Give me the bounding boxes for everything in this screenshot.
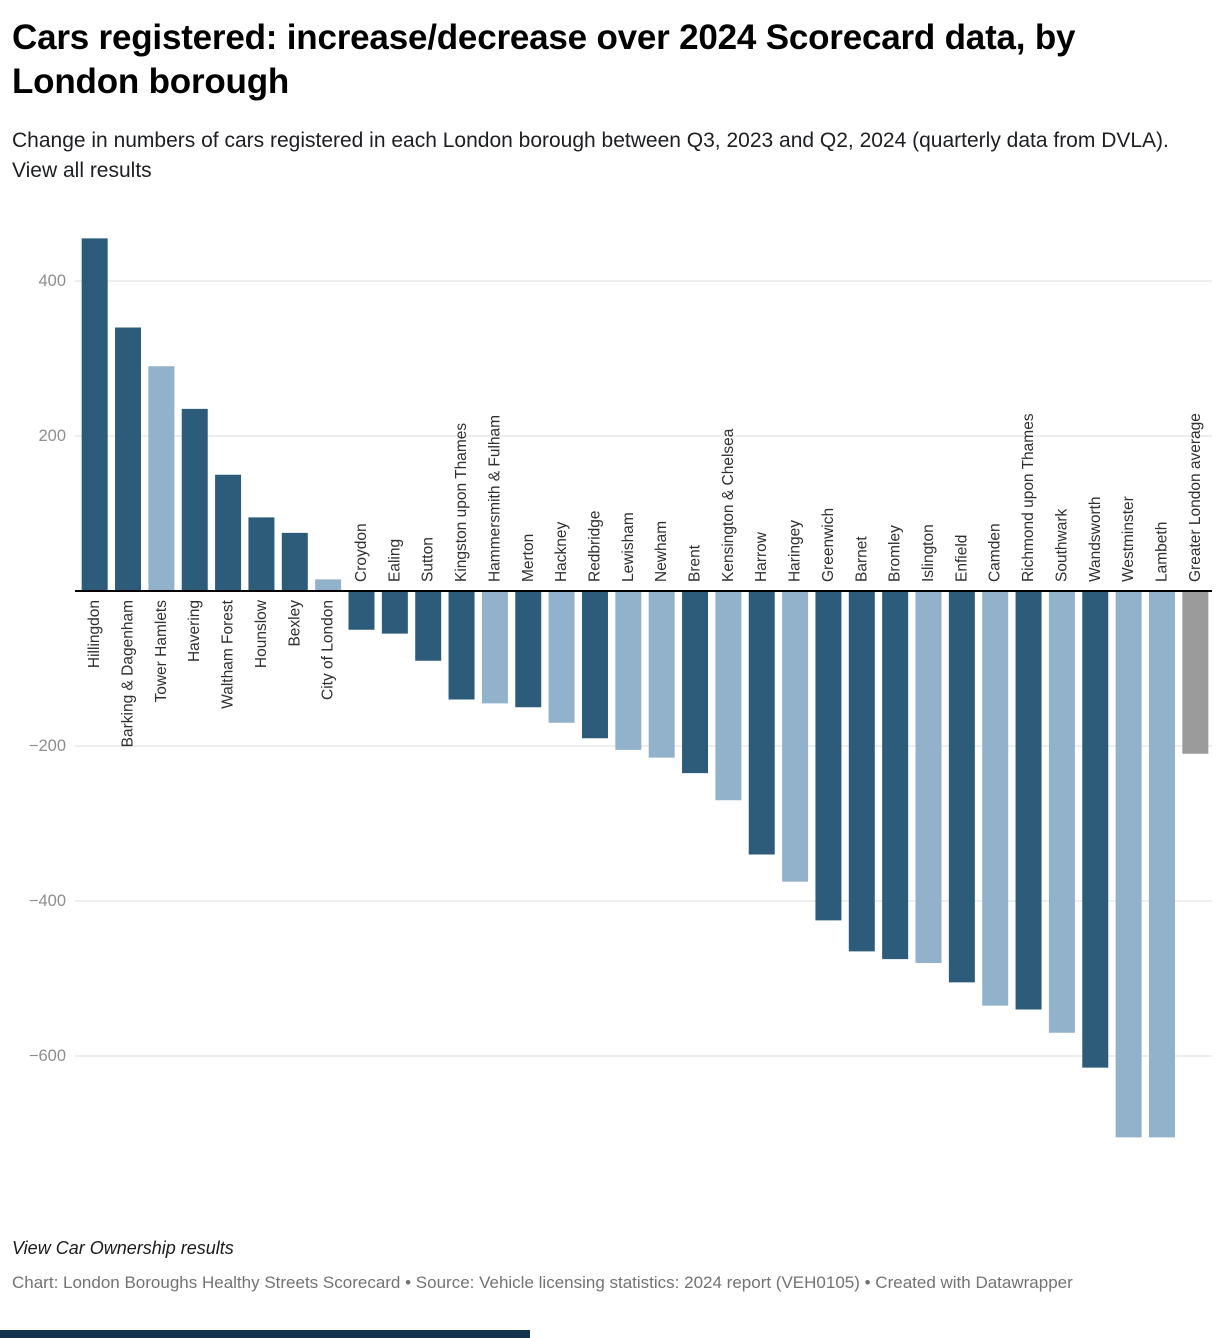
bar-label: Bexley	[286, 600, 303, 647]
bar-label: Brent	[687, 545, 704, 583]
bar-hammersmith-fulham[interactable]	[481, 591, 508, 704]
bar-greater-london-average[interactable]	[1182, 591, 1209, 755]
bar-label: Sutton	[420, 538, 437, 583]
bar-label: Richmond upon Thames	[1020, 414, 1037, 583]
bar-lewisham[interactable]	[615, 591, 642, 751]
y-axis-tick-label: −400	[29, 892, 66, 910]
bar-label: Tower Hamlets	[153, 600, 170, 703]
bar-barnet[interactable]	[848, 591, 875, 952]
y-axis-tick-label: −200	[29, 737, 66, 755]
chart-header: Cars registered: increase/decrease over …	[0, 0, 1220, 186]
bar-label: Wandsworth	[1087, 497, 1104, 583]
bar-label: Haringey	[787, 520, 804, 582]
bar-southwark[interactable]	[1048, 591, 1075, 1034]
bar-label: Hounslow	[253, 600, 270, 669]
bar-label: Greater London average	[1187, 413, 1204, 582]
bar-richmond-upon-thames[interactable]	[1015, 591, 1042, 1010]
bar-hounslow[interactable]	[248, 517, 275, 592]
bar-label: Southwark	[1053, 509, 1070, 582]
bar-label: Harrow	[753, 532, 770, 583]
bar-label: Camden	[987, 524, 1004, 583]
bar-label: Westminster	[1120, 497, 1137, 583]
bar-brent[interactable]	[682, 591, 709, 774]
bar-label: City of London	[320, 600, 337, 700]
bar-label: Merton	[520, 534, 537, 582]
bar-havering[interactable]	[181, 409, 208, 592]
bar-barking-dagenham[interactable]	[115, 327, 142, 592]
bar-enfield[interactable]	[948, 591, 975, 983]
chart-subtitle: Change in numbers of cars registered in …	[12, 126, 1172, 187]
bar-label: Waltham Forest	[220, 600, 237, 710]
bar-chart: 400 200 −200 −400 −600 Hillingdon Barking & Da…	[0, 231, 1220, 1143]
bar-harrow[interactable]	[748, 591, 775, 855]
bar-city-of-london[interactable]	[315, 579, 342, 592]
bar-bexley[interactable]	[281, 533, 308, 592]
bar-waltham-forest[interactable]	[215, 475, 242, 592]
bar-label: Hackney	[553, 522, 570, 583]
bar-kensington-chelsea[interactable]	[715, 591, 742, 801]
bar-label: Hillingdon	[86, 600, 103, 668]
y-axis-tick-label: −600	[29, 1047, 66, 1065]
subtitle-text: Change in numbers of cars registered in …	[12, 128, 1169, 152]
bar-label: Ealing	[386, 539, 403, 582]
bar-camden[interactable]	[982, 591, 1009, 1006]
bar-label: Newham	[653, 521, 670, 582]
chart-footer: View Car Ownership results Chart: London…	[0, 1238, 1220, 1295]
bar-label: Bromley	[887, 525, 904, 582]
y-axis-tick-label: 400	[38, 272, 66, 290]
bar-label: Barking & Dagenham	[120, 600, 137, 747]
chart-byline: Chart: London Boroughs Healthy Streets S…	[12, 1273, 1073, 1292]
bar-kingston-upon-thames[interactable]	[448, 591, 475, 700]
bar-label: Kingston upon Thames	[453, 423, 470, 582]
view-all-results-link[interactable]: View all results	[12, 158, 152, 182]
bar-label: Redbridge	[586, 511, 603, 583]
bar-label: Islington	[920, 525, 937, 583]
bar-label: Lambeth	[1153, 522, 1170, 582]
bar-label: Greenwich	[820, 508, 837, 582]
bar-hillingdon[interactable]	[81, 238, 108, 592]
bar-croydon[interactable]	[348, 591, 375, 631]
bar-islington[interactable]	[915, 591, 942, 964]
bar-wandsworth[interactable]	[1082, 591, 1109, 1068]
bar-haringey[interactable]	[782, 591, 809, 882]
bar-tower-hamlets[interactable]	[148, 366, 175, 592]
bar-label: Barnet	[853, 536, 870, 582]
bar-label: Hammersmith & Fulham	[486, 415, 503, 582]
chart-canvas: 400 200 −200 −400 −600 Hillingdon Barking & Da…	[29, 238, 1212, 1138]
results-link-row: View Car Ownership results	[12, 1238, 1208, 1259]
page-title: Cars registered: increase/decrease over …	[12, 18, 1076, 101]
bar-lambeth[interactable]	[1148, 591, 1175, 1138]
bar-ealing[interactable]	[381, 591, 408, 634]
bar-label: Havering	[186, 600, 203, 662]
bar-label: Enfield	[953, 535, 970, 582]
view-car-ownership-link[interactable]: View Car Ownership results	[12, 1238, 234, 1258]
bottom-bar	[0, 1330, 530, 1338]
bar-label: Croydon	[353, 524, 370, 583]
bar-hackney[interactable]	[548, 591, 575, 724]
bar-bromley[interactable]	[882, 591, 909, 960]
bar-newham[interactable]	[648, 591, 675, 758]
y-axis-tick-label: 200	[38, 427, 66, 445]
bar-sutton[interactable]	[415, 591, 442, 662]
bar-merton[interactable]	[515, 591, 542, 708]
bar-redbridge[interactable]	[581, 591, 608, 739]
bar-label: Kensington & Chelsea	[720, 429, 737, 583]
bar-westminster[interactable]	[1115, 591, 1142, 1138]
bar-greenwich[interactable]	[815, 591, 842, 921]
bar-label: Lewisham	[620, 513, 637, 583]
